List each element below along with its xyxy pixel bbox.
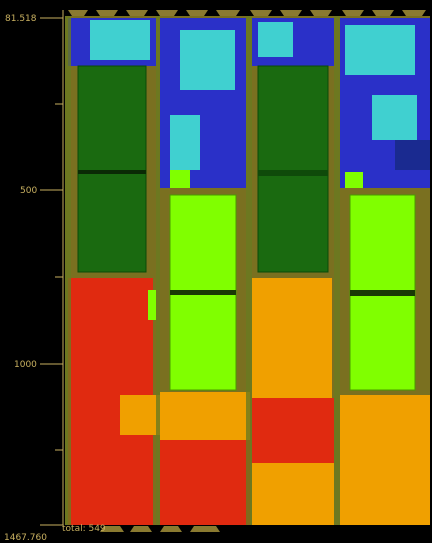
total-label: total: 549 <box>62 524 106 534</box>
axis-label: 81.518 <box>5 14 37 24</box>
axis-label: 1000 <box>14 360 37 370</box>
layout-view: 81.518 500 1000 1467.760 total: 549 <box>0 0 432 543</box>
axis-label: 1467.760 <box>4 533 47 543</box>
axis-label: 500 <box>20 186 37 196</box>
